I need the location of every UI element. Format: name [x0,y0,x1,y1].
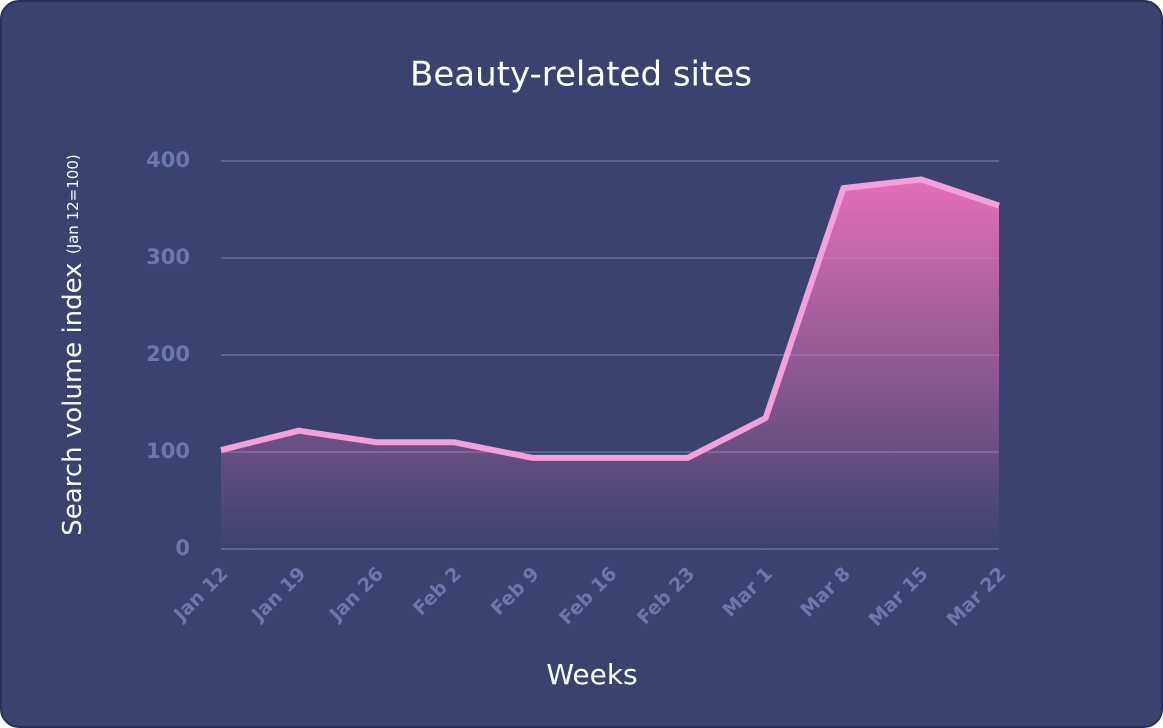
y-axis-note: (Jan 12=100) [64,154,82,254]
y-tick-label: 300 [146,245,190,269]
area [221,179,999,549]
x-axis-label: Weeks [546,658,637,691]
chart-title: Beauty-related sites [410,55,752,95]
y-axis-title: Search volume index [58,262,88,535]
y-tick-label: 0 [175,536,190,560]
line [220,176,1000,461]
y-axis-label: Search volume index (Jan 12=100) [58,154,88,535]
y-tick-label: 200 [146,342,190,366]
y-tick-label: 400 [146,148,190,172]
y-tick-label: 100 [146,439,190,463]
